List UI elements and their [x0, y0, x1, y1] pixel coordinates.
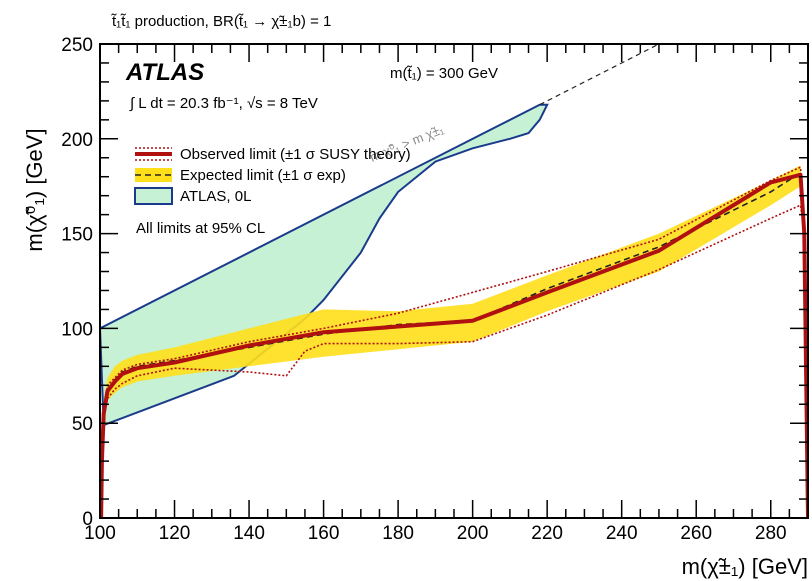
x-tick-label: 120: [159, 523, 191, 544]
y-tick-label: 100: [61, 319, 93, 340]
y-tick-label: 0: [82, 509, 93, 530]
atlas-label: ATLAS: [125, 59, 204, 86]
x-tick-label: 160: [308, 523, 340, 544]
observed-limit-line: [100, 172, 808, 518]
x-axis-title: m(χ̃±₁) [GeV]: [682, 554, 808, 579]
x-tick-label: 100: [84, 523, 116, 544]
legend-expected-band: [135, 168, 172, 182]
legend-atlas0l-label: ATLAS, 0L: [180, 188, 251, 205]
x-tick-label: 260: [680, 523, 712, 544]
y-axis-title: m(χ̃⁰₁) [GeV]: [22, 128, 47, 251]
observed-theory-down-line: [100, 204, 808, 518]
legend: Observed limit (±1 σ SUSY theory) Expect…: [134, 146, 411, 205]
stop-mass-label: m(t̃₁) = 300 GeV: [390, 65, 498, 82]
x-tick-label: 280: [755, 523, 787, 544]
top-label: t̃₁t̃₁ production, BR(t̃₁ → χ̃±₁b) = 1: [110, 13, 331, 30]
cl-note: All limits at 95% CL: [136, 220, 265, 237]
y-tick-label: 250: [61, 35, 93, 56]
legend-observed-label: Observed limit (±1 σ SUSY theory): [180, 146, 411, 163]
x-tick-label: 220: [531, 523, 563, 544]
kinematic-limit-line: [539, 44, 661, 106]
legend-atlas0l-swatch: [134, 187, 173, 205]
y-tick-label: 50: [72, 414, 93, 435]
x-tick-label: 140: [233, 523, 265, 544]
expected-band: [101, 165, 808, 518]
y-tick-label: 200: [61, 130, 93, 151]
legend-expected-label: Expected limit (±1 σ exp): [180, 167, 346, 184]
y-tick-label: 150: [61, 225, 93, 246]
axis-ticks: 100 120 140 160 180 200 220 240 260 280 0 50 100 150 2…: [61, 35, 809, 544]
x-tick-label: 200: [457, 523, 489, 544]
luminosity-label: ∫ L dt = 20.3 fb⁻¹, √s = 8 TeV: [129, 95, 318, 112]
x-tick-label: 180: [382, 523, 414, 544]
x-tick-label: 240: [606, 523, 638, 544]
data-layer: [100, 44, 808, 518]
